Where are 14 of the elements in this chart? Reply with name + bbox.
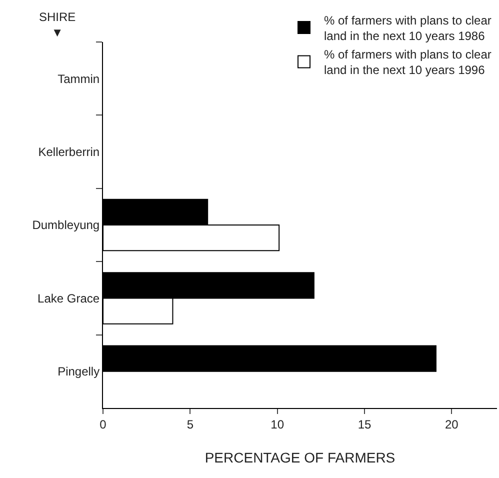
legend-label: % of farmers with plans to clear land in the next 10 years 1986 — [324, 13, 492, 43]
y-tick-label: Lake Grace — [38, 291, 100, 306]
y-tick-label: Pingelly — [58, 364, 100, 379]
x-tick-label: 0 — [100, 417, 107, 432]
y-tick-label: Dumbleyung — [32, 218, 100, 232]
legend-label: % of farmers with plans to clear land in the next 10 years 1996 — [324, 48, 492, 78]
x-axis-title: PERCENTAGE OF FARMERS — [204, 450, 396, 466]
x-tick-label: 20 — [444, 417, 459, 432]
y-tick-label: Kellerberrin — [38, 145, 100, 159]
y-axis-title: SHIRE ▼ — [39, 10, 76, 40]
y-tick-label: Tammin — [58, 72, 100, 86]
x-tick-label: 15 — [358, 417, 372, 432]
x-tick-label: 10 — [270, 417, 284, 432]
x-tick-label: 5 — [186, 417, 194, 432]
